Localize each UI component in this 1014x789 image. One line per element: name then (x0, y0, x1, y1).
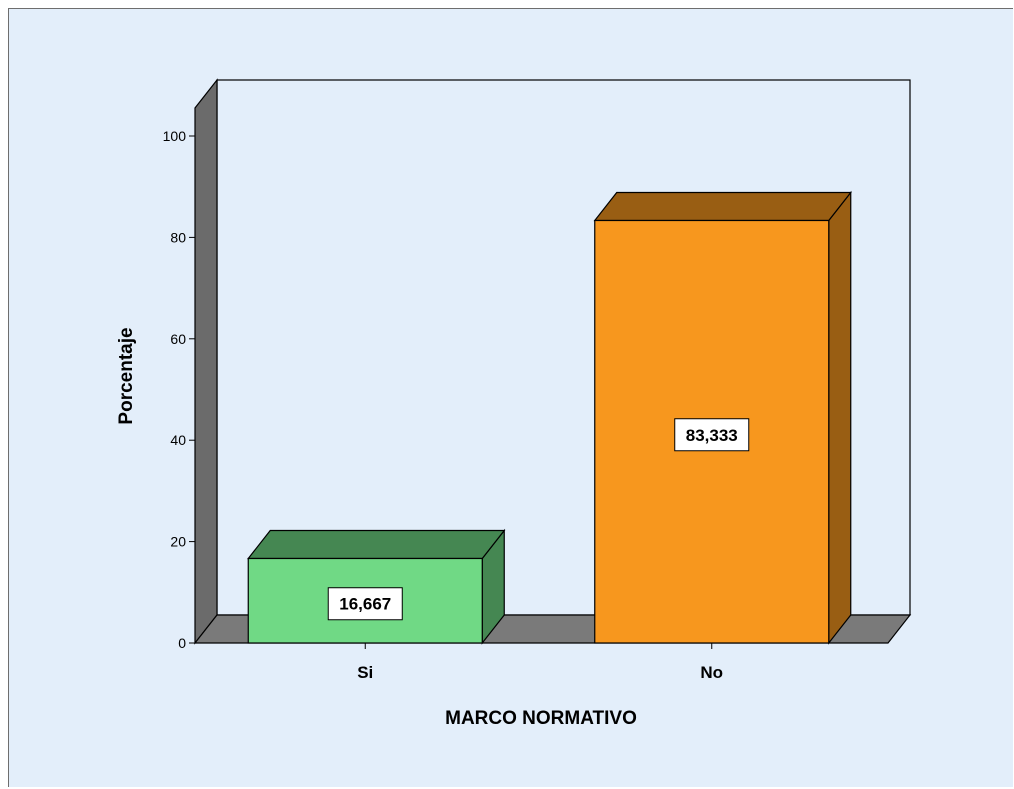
x-axis-title: MARCO NORMATIVO (445, 708, 637, 729)
y-tick-label: 0 (178, 635, 186, 651)
bar-top-face (247, 529, 506, 560)
x-tick-label: No (700, 663, 723, 682)
bar-si: 16,667 (247, 528, 506, 645)
side-wall (194, 78, 218, 645)
bar-side-face (828, 190, 852, 645)
y-tick-label: 80 (170, 229, 186, 245)
data-label-box (674, 418, 750, 452)
y-tick-label: 20 (170, 534, 186, 550)
bar-top-face (593, 191, 852, 222)
data-label-box (327, 587, 403, 621)
x-tick-label: Si (357, 663, 373, 682)
bars: 16,667 83,333 (247, 190, 852, 645)
y-tick-label: 100 (163, 128, 187, 144)
y-axis-title: Porcentaje (116, 327, 137, 424)
y-tick-label: 60 (170, 331, 186, 347)
bar-no: 83,333 (593, 190, 852, 645)
x-axis: Si No (357, 643, 723, 682)
y-tick-label: 40 (170, 432, 186, 448)
data-label: 16,667 (339, 595, 391, 614)
y-axis: 0 20 40 60 80 100 (163, 128, 196, 651)
data-label: 83,333 (686, 426, 738, 445)
